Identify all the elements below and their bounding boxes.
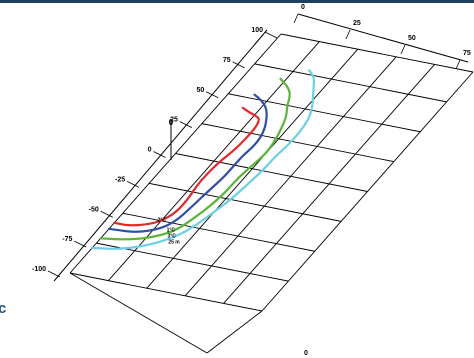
- top-border: [0, 0, 474, 3]
- bottom-tick-label: 0: [304, 350, 308, 357]
- grid-line: [280, 33, 474, 73]
- line-labels: 2°C1°C3°C25 m: [158, 218, 181, 246]
- left-tick-label: -75: [62, 236, 72, 243]
- left-tick-label: 50: [196, 87, 204, 94]
- grid-line: [201, 123, 394, 163]
- left-tick-label: -100: [32, 266, 46, 273]
- series-line: [113, 106, 260, 227]
- frame-edge: [206, 310, 263, 354]
- series-line: [99, 77, 291, 241]
- left-tick: [264, 31, 278, 39]
- left-tick: [126, 181, 140, 188]
- series-line: [91, 69, 316, 250]
- top-tick: [400, 44, 406, 55]
- left-tick: [232, 61, 245, 69]
- grid-line: [96, 242, 289, 282]
- grid: [69, 33, 474, 354]
- top-tick: [455, 59, 461, 70]
- grid-line: [122, 212, 315, 252]
- left-tick: [47, 270, 61, 278]
- top-tick: [345, 29, 351, 40]
- left-axis-line: [53, 29, 268, 282]
- series-label: 2°C: [158, 218, 167, 224]
- left-tick: [206, 91, 219, 99]
- grid-line: [175, 153, 368, 192]
- grid-line: [149, 182, 342, 222]
- top-tick-label: 0: [301, 4, 305, 11]
- left-tick-label: -50: [89, 206, 99, 213]
- series-line: [107, 93, 268, 233]
- left-tick: [153, 151, 166, 158]
- top-tick-label: 25: [353, 20, 361, 27]
- cropped-side-text: c: [0, 300, 7, 317]
- series-label: 25 m: [168, 239, 180, 245]
- series-lines: [91, 69, 316, 250]
- grid-line: [69, 272, 263, 312]
- left-tick: [100, 210, 113, 218]
- left-tick-label: 25: [170, 117, 178, 124]
- top-tick-label: 50: [408, 35, 416, 42]
- top-axis-line: [297, 13, 469, 63]
- series-label: 3°C: [167, 234, 176, 240]
- top-tick: [293, 13, 299, 24]
- left-tick: [74, 240, 87, 248]
- left-tick-label: 0: [148, 147, 152, 154]
- marker-label: 0: [169, 118, 174, 127]
- frame-edge: [69, 272, 208, 354]
- left-tick-label: 75: [223, 57, 231, 64]
- grid-line: [254, 63, 447, 103]
- top-tick-label: 75: [463, 50, 471, 57]
- left-tick-label: -25: [115, 176, 125, 183]
- left-tick: [179, 121, 193, 128]
- series-label: 1°C: [167, 228, 176, 234]
- left-tick-label: 100: [251, 27, 263, 34]
